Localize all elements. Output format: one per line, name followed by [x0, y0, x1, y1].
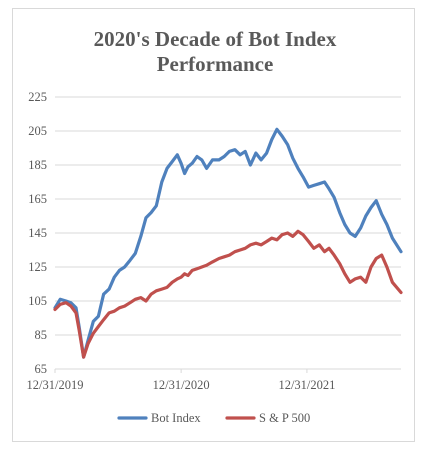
y-tick-label: 85: [35, 328, 48, 342]
y-tick-label: 125: [28, 260, 47, 274]
series-line-bot-index: [53, 127, 403, 359]
y-tick-label: 185: [28, 158, 47, 172]
legend-label: S & P 500: [259, 411, 310, 425]
series-line-s-p-500: [53, 229, 403, 359]
chart-svg: 2020's Decade of Bot Index Performance 6…: [27, 27, 403, 425]
y-tick-label: 205: [28, 124, 47, 138]
x-tick-label: 12/31/2020: [153, 378, 210, 392]
legend: Bot Index S & P 500: [117, 411, 310, 425]
y-tick-label: 105: [28, 294, 47, 308]
series-layer: [53, 127, 403, 359]
grid-layer: [55, 96, 401, 370]
chart-frame: 2020's Decade of Bot Index Performance 6…: [12, 8, 415, 442]
y-tick-label: 225: [28, 90, 47, 104]
y-tick-label: 65: [35, 362, 48, 376]
y-tick-label: 145: [28, 226, 47, 240]
legend-label: Bot Index: [151, 411, 201, 425]
y-tick-label: 165: [28, 192, 47, 206]
y-axis-ticks: 65 85 105 125 145 165 185 205 225: [28, 90, 47, 376]
x-tick-label: 12/31/2019: [27, 378, 84, 392]
x-tick-label: 12/31/2021: [278, 378, 335, 392]
chart-title-line-2: Performance: [157, 52, 274, 76]
chart-title-line-1: 2020's Decade of Bot Index: [94, 27, 337, 51]
x-axis-ticks: 12/31/2019 12/31/2020 12/31/2021: [27, 369, 335, 392]
